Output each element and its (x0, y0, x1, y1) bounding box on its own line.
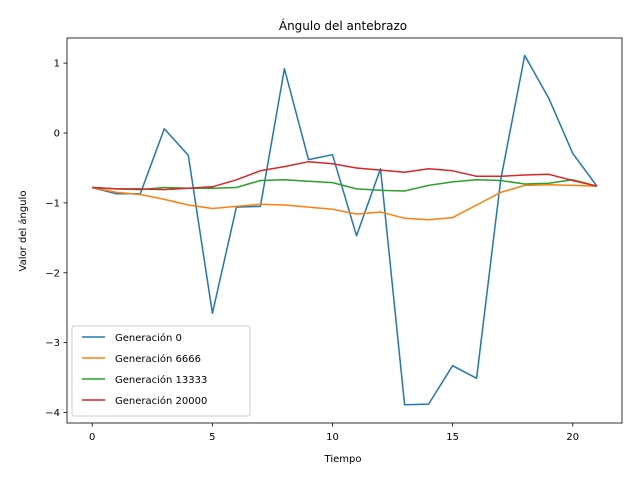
legend-label-0: Generación 0 (115, 332, 182, 344)
y-axis: −4 −3 −2 −1 0 1 (45, 59, 67, 419)
series-line-1 (92, 183, 597, 221)
plot-frame (66, 37, 623, 424)
series-line-0 (92, 54, 598, 406)
y-tick-label: −1 (45, 198, 60, 209)
x-tick-label: 10 (326, 432, 339, 443)
x-axis: 0 5 10 15 20 (89, 423, 579, 443)
x-tick-label: 0 (89, 432, 95, 443)
legend: Generación 0 Generación 6666 Generación 13… (71, 325, 251, 417)
plot-lines (92, 54, 598, 406)
y-tick-label: 1 (54, 59, 60, 70)
y-tick-label: −4 (45, 408, 60, 419)
series-line-2 (92, 179, 597, 192)
legend-box (71, 325, 251, 417)
legend-label-2: Generación 13333 (115, 374, 207, 386)
series-line-3 (92, 160, 597, 191)
legend-label-3: Generación 20000 (115, 395, 207, 407)
x-axis-label: Tiempo (324, 454, 362, 465)
y-tick-label: 0 (54, 129, 60, 140)
x-tick-label: 5 (209, 432, 215, 443)
y-tick-label: −2 (45, 268, 60, 279)
legend-label-1: Generación 6666 (115, 353, 201, 365)
chart-title: Ángulo del antebrazo (279, 18, 407, 33)
x-tick-label: 20 (566, 432, 579, 443)
x-tick-label: 15 (446, 432, 459, 443)
y-tick-label: −3 (45, 338, 60, 349)
y-axis-label: Valor del ángulo (17, 191, 29, 272)
